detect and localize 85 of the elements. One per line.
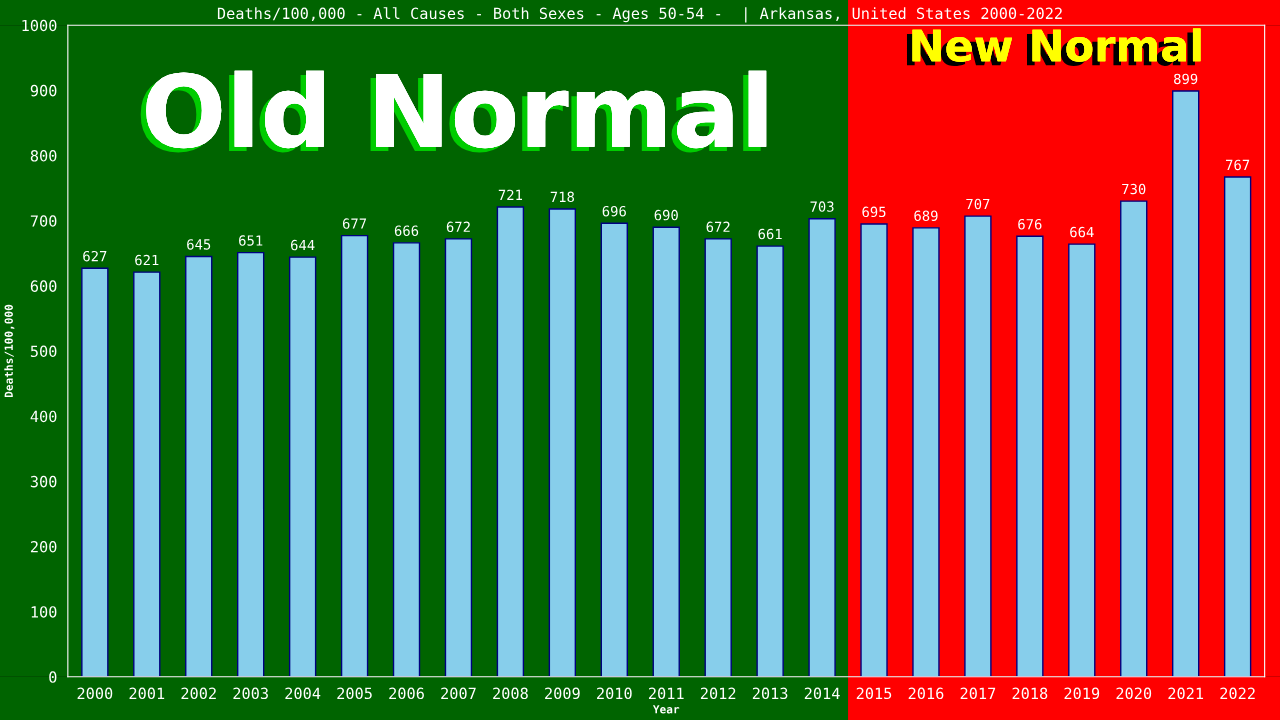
x-tick-label: 2010 bbox=[597, 687, 632, 700]
bar bbox=[444, 238, 473, 677]
band-label: New Normal bbox=[906, 28, 1201, 66]
data-label: 651 bbox=[239, 235, 263, 246]
bar bbox=[600, 222, 628, 677]
data-label: 666 bbox=[394, 225, 419, 236]
x-tick-label: 2006 bbox=[389, 687, 424, 700]
data-label: 690 bbox=[654, 209, 678, 221]
x-tick-label: 2013 bbox=[752, 687, 788, 700]
x-tick-label: 2022 bbox=[1220, 687, 1255, 700]
bar bbox=[1120, 200, 1148, 677]
data-label: 645 bbox=[187, 239, 211, 250]
y-tick-label: 300 bbox=[30, 475, 57, 488]
data-label: 672 bbox=[706, 221, 730, 233]
data-label: 677 bbox=[342, 218, 367, 229]
data-label: 707 bbox=[966, 198, 990, 210]
x-tick-label: 2004 bbox=[285, 687, 321, 700]
data-label: 664 bbox=[1070, 226, 1094, 238]
x-tick-label: 2008 bbox=[493, 687, 528, 700]
y-tick-label: 900 bbox=[30, 84, 57, 97]
bar bbox=[964, 215, 992, 677]
data-label: 718 bbox=[550, 191, 575, 203]
data-label: 672 bbox=[446, 221, 470, 233]
data-label: 644 bbox=[290, 239, 315, 251]
x-tick-label: 2007 bbox=[441, 687, 476, 700]
data-label: 689 bbox=[914, 210, 938, 221]
bar bbox=[860, 223, 888, 677]
x-tick-label: 2016 bbox=[908, 687, 944, 700]
y-tick-label: 600 bbox=[30, 280, 57, 292]
data-label: 695 bbox=[862, 206, 886, 218]
band-label: Old Normal bbox=[140, 70, 767, 153]
x-tick-label: 2002 bbox=[181, 687, 216, 700]
data-label: 676 bbox=[1018, 218, 1042, 230]
y-tick-label: 1000 bbox=[22, 19, 57, 32]
x-tick-label: 2015 bbox=[856, 687, 892, 700]
x-tick-label: 2020 bbox=[1116, 687, 1152, 700]
y-tick-label: 0 bbox=[49, 671, 57, 683]
bar bbox=[704, 238, 732, 677]
bar bbox=[133, 271, 161, 677]
data-label: 899 bbox=[1174, 73, 1198, 85]
bar bbox=[548, 208, 577, 677]
bar bbox=[185, 255, 213, 677]
x-tick-label: 2003 bbox=[233, 687, 268, 700]
x-axis-title: Year bbox=[652, 705, 680, 714]
y-tick-label: 500 bbox=[30, 345, 57, 358]
y-tick-label: 200 bbox=[30, 540, 57, 553]
x-tick-label: 2005 bbox=[337, 687, 372, 700]
data-label: 703 bbox=[810, 201, 834, 212]
data-label: 767 bbox=[1226, 159, 1250, 171]
bar bbox=[912, 227, 940, 677]
y-axis-title: Deaths/100,000 bbox=[4, 304, 15, 398]
bar bbox=[81, 267, 109, 677]
bar bbox=[1172, 90, 1200, 677]
x-tick-label: 2018 bbox=[1012, 687, 1048, 700]
data-label: 696 bbox=[602, 205, 626, 217]
bar bbox=[288, 256, 317, 677]
bar bbox=[808, 218, 836, 677]
x-tick-label: 2009 bbox=[545, 687, 580, 700]
bar bbox=[756, 245, 784, 677]
bar bbox=[340, 234, 369, 677]
y-tick-label: 800 bbox=[30, 150, 57, 162]
chart-title: Deaths/100,000 - All Causes - Both Sexes - Ages 50-54 - | Arkansas, United States 2000-2022 bbox=[217, 7, 1062, 23]
data-label: 621 bbox=[135, 254, 159, 266]
data-label: 730 bbox=[1122, 183, 1146, 195]
bar bbox=[1068, 243, 1096, 677]
y-tick-label: 100 bbox=[31, 606, 57, 618]
bar bbox=[1223, 176, 1252, 677]
x-tick-label: 2014 bbox=[804, 687, 840, 700]
bar bbox=[237, 251, 265, 677]
x-tick-label: 2021 bbox=[1168, 687, 1204, 700]
data-label: 721 bbox=[498, 189, 523, 200]
y-tick-label: 400 bbox=[30, 410, 57, 423]
bar bbox=[392, 242, 421, 677]
x-tick-label: 2011 bbox=[648, 687, 684, 700]
bar bbox=[496, 206, 525, 677]
x-tick-label: 2017 bbox=[960, 687, 996, 700]
data-label: 627 bbox=[83, 250, 107, 262]
x-tick-label: 2001 bbox=[129, 687, 165, 700]
bar bbox=[1016, 235, 1044, 677]
x-tick-label: 2012 bbox=[700, 687, 736, 700]
bar bbox=[652, 226, 680, 677]
x-tick-label: 2000 bbox=[77, 687, 113, 700]
data-label: 661 bbox=[758, 228, 782, 240]
y-tick-label: 700 bbox=[30, 215, 57, 227]
x-tick-label: 2019 bbox=[1064, 687, 1100, 700]
